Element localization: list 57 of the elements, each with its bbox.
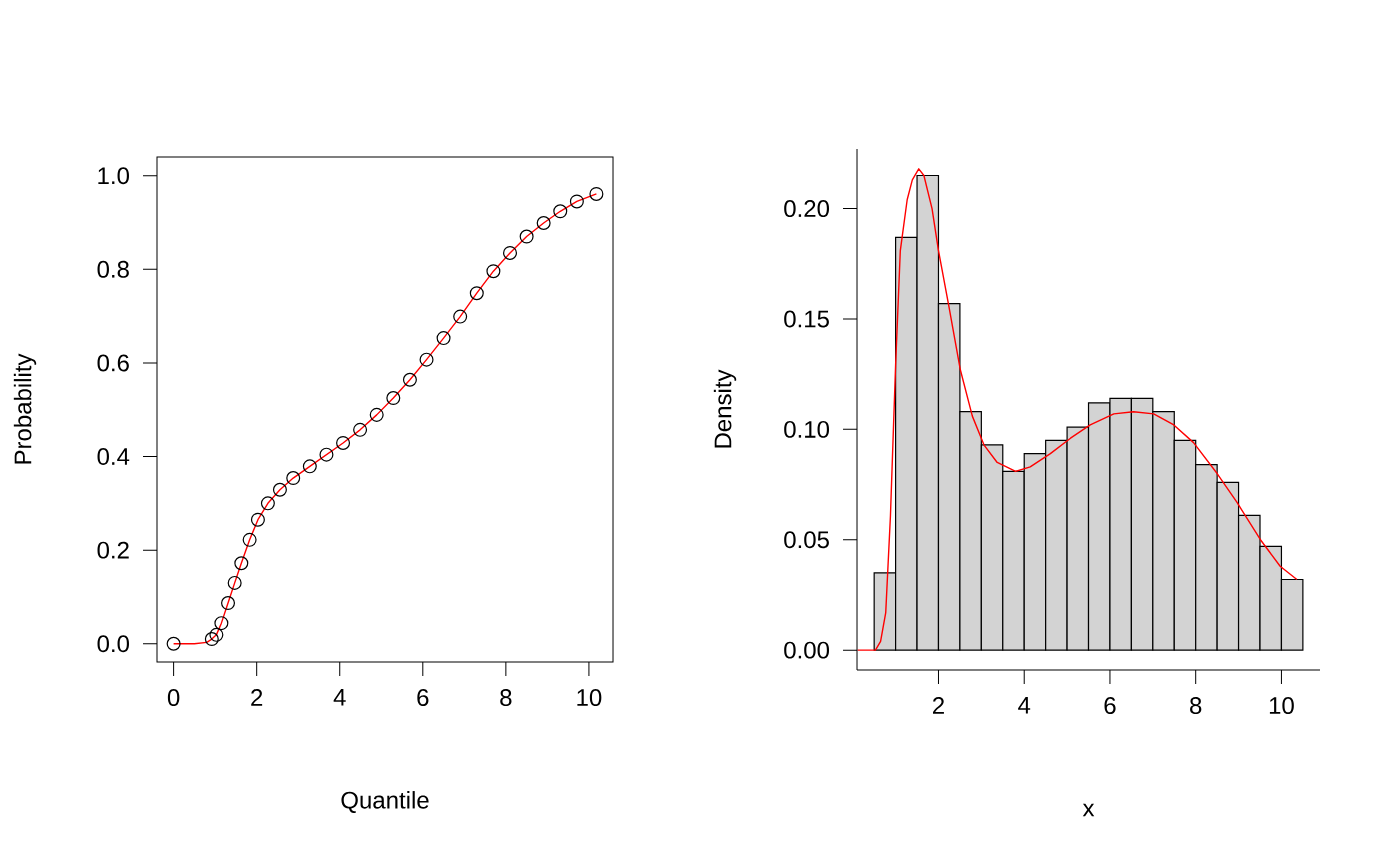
y-tick-label: 0.8 bbox=[97, 260, 129, 278]
x-tick-label: 2 bbox=[251, 689, 263, 706]
y-tick-label: 0.15 bbox=[784, 310, 829, 328]
point bbox=[336, 435, 351, 450]
point bbox=[402, 372, 417, 387]
y-tick-label: 0.05 bbox=[784, 531, 829, 549]
point bbox=[250, 512, 265, 527]
point bbox=[319, 447, 334, 462]
x-tick-label: 2 bbox=[932, 697, 944, 714]
x-tick-label: 10 bbox=[1269, 697, 1294, 715]
point bbox=[286, 471, 301, 486]
line-series bbox=[856, 168, 1298, 651]
point bbox=[486, 264, 501, 279]
point bbox=[419, 352, 434, 367]
y-tick-label: 1.0 bbox=[98, 167, 130, 185]
point bbox=[553, 204, 568, 219]
point bbox=[569, 194, 584, 209]
point bbox=[234, 556, 249, 571]
x-axis-title: Quantile bbox=[341, 791, 429, 813]
point bbox=[453, 309, 468, 324]
point bbox=[369, 407, 384, 422]
point bbox=[589, 186, 604, 201]
point bbox=[204, 632, 219, 647]
y-tick-label: 0.0 bbox=[97, 635, 130, 653]
point bbox=[386, 391, 401, 406]
y-axis-title: Probability bbox=[13, 353, 37, 464]
y-tick-label: 0.2 bbox=[97, 541, 129, 559]
point bbox=[302, 459, 317, 474]
point bbox=[214, 616, 229, 631]
x-axis-title: x bbox=[1082, 803, 1095, 817]
y-tick-label: 0.4 bbox=[97, 448, 130, 466]
y-tick-label: 0.20 bbox=[784, 200, 830, 218]
point bbox=[503, 245, 518, 260]
point bbox=[519, 229, 534, 244]
point bbox=[242, 532, 257, 547]
point bbox=[227, 575, 242, 590]
y-tick-label: 0.10 bbox=[784, 420, 830, 438]
x-tick-label: 6 bbox=[1104, 697, 1116, 715]
x-tick-label: 4 bbox=[1018, 697, 1031, 714]
point bbox=[272, 482, 287, 497]
x-tick-label: 8 bbox=[1190, 697, 1202, 715]
point bbox=[469, 286, 484, 301]
point bbox=[221, 596, 236, 611]
y-tick-label: 0.00 bbox=[784, 641, 830, 659]
x-tick-label: 10 bbox=[577, 689, 602, 707]
point bbox=[166, 636, 181, 651]
point bbox=[353, 422, 368, 437]
x-tick-label: 6 bbox=[417, 689, 429, 707]
x-tick-label: 4 bbox=[333, 689, 346, 706]
point bbox=[436, 331, 451, 346]
y-tick-label: 0.6 bbox=[97, 354, 129, 372]
x-tick-label: 0 bbox=[167, 689, 180, 707]
x-tick-label: 8 bbox=[500, 689, 512, 707]
point bbox=[260, 496, 275, 511]
point bbox=[209, 627, 224, 642]
point bbox=[536, 215, 551, 230]
y-axis-title: Density bbox=[713, 369, 737, 448]
